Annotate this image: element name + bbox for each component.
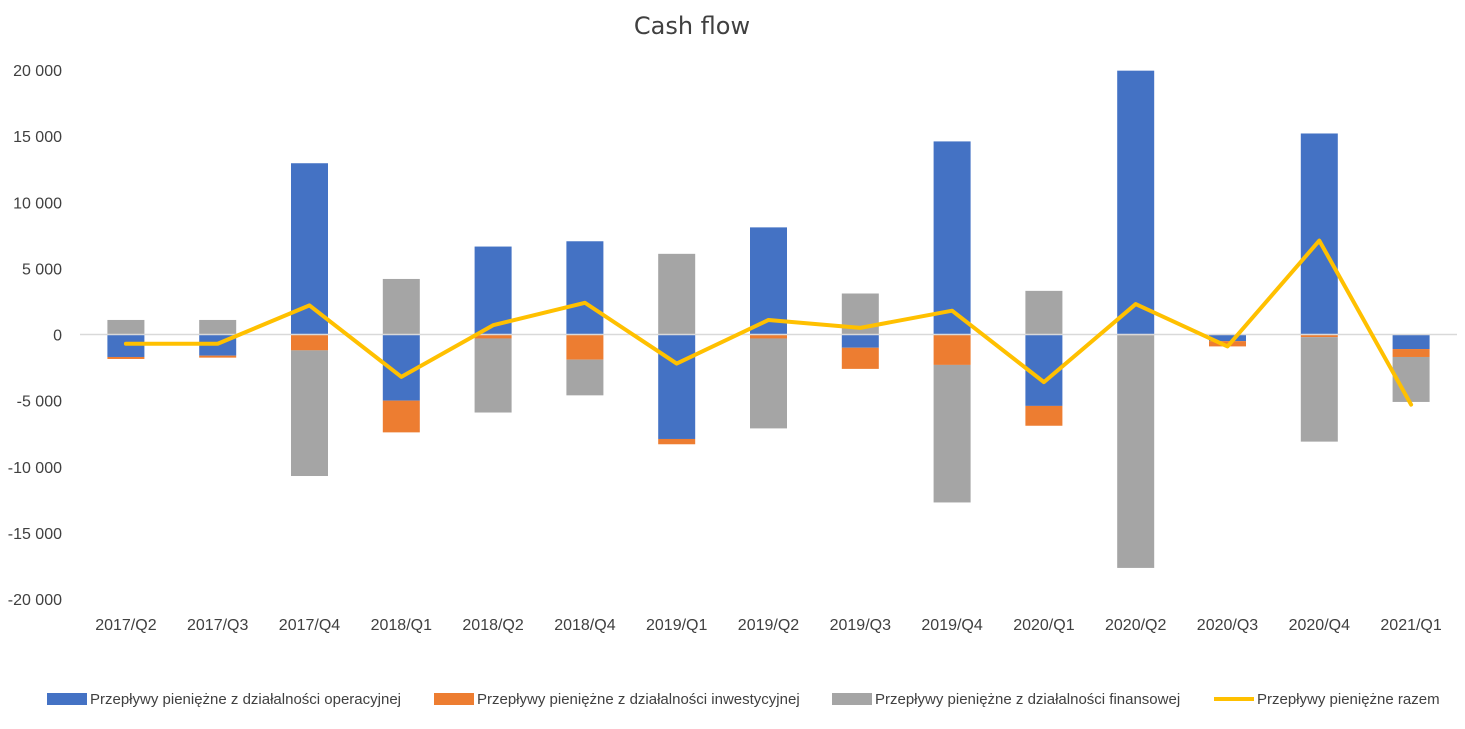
bar-series-2 [1117,335,1155,568]
y-tick-label: -20 000 [8,592,62,609]
bar-series-0 [1300,133,1338,335]
legend-label: Przepływy pieniężne z działalności finan… [875,691,1180,708]
legend-label: Przepływy pieniężne z działalności opera… [90,691,401,708]
x-tick-label: 2018/Q4 [554,617,615,634]
bar-series-2 [1025,290,1063,335]
bar-series-0 [1209,334,1246,342]
x-tick-label: 2020/Q4 [1289,617,1350,634]
bar-series-1 [1025,405,1063,426]
x-tick-label: 2017/Q3 [187,617,248,634]
y-tick-label: 20 000 [13,63,62,80]
bar-series-0 [566,241,604,335]
y-tick-label: -5 000 [17,394,62,411]
bar-series-2 [107,319,145,335]
bar-series-2 [291,350,328,477]
bar-series-0 [841,334,879,348]
bar-series-1 [474,334,512,339]
x-tick-label: 2018/Q1 [371,617,432,634]
bar-series-2 [199,319,237,335]
bar-series-1 [658,438,696,445]
x-tick-label: 2017/Q4 [279,617,340,634]
legend: Przepływy pieniężne z działalności opera… [47,691,1440,708]
bar-series-2 [382,278,420,335]
bar-series-2 [933,364,971,503]
x-tick-label: 2020/Q3 [1197,617,1258,634]
total-line [123,238,1414,407]
x-tick-label: 2018/Q2 [462,617,523,634]
bar-series-0 [1392,334,1430,350]
bar-series-2 [1300,337,1338,442]
x-tick-label: 2019/Q2 [738,617,799,634]
bar-series-1 [566,334,604,360]
line-series-3 [123,238,1414,407]
bar-series-0 [933,141,971,335]
bar-series-2 [750,338,787,429]
bar-series-1 [382,400,420,433]
legend-label: Przepływy pieniężne z działalności inwes… [477,691,800,708]
bar-series-0 [658,334,696,439]
bar-series-1 [107,356,145,359]
y-axis-labels: 20 000 15 000 10 000 5 000 0 -5 000 -10 000 -15… [8,63,62,609]
y-tick-label: 15 000 [13,129,62,146]
legend-label: Przepływy pieniężne razem [1257,691,1440,708]
x-tick-label: 2020/Q2 [1105,617,1166,634]
y-tick-label: 10 000 [13,195,62,212]
bar-series-2 [566,359,604,396]
x-tick-label: 2019/Q1 [646,617,707,634]
y-tick-label: -15 000 [8,526,62,543]
legend-swatch [832,693,872,705]
bar-series-1 [933,334,971,365]
bar-series-1 [1300,334,1338,338]
x-tick-label: 2017/Q2 [95,617,156,634]
bar-series-1 [841,347,879,369]
bar-series-2 [658,253,696,335]
x-tick-label: 2021/Q1 [1380,617,1441,634]
legend-swatch [434,693,474,705]
bar-series-0 [474,246,512,335]
bar-series-1 [291,334,328,351]
x-tick-label: 2020/Q1 [1013,617,1074,634]
bar-series-1 [1392,349,1430,357]
bar-series-1 [750,334,787,339]
bar-series-1 [199,355,237,358]
x-tick-label: 2019/Q3 [830,617,891,634]
y-tick-label: 5 000 [22,261,62,278]
y-tick-label: -10 000 [8,460,62,477]
bar-series-2 [474,338,512,413]
y-tick-label: 0 [53,328,62,345]
bar-series-0 [750,227,787,335]
x-tick-label: 2019/Q4 [921,617,982,634]
x-axis-labels: 2017/Q2 2017/Q3 2017/Q4 2018/Q1 2018/Q2 2018/… [95,617,1442,634]
bar-series-0 [1117,70,1155,335]
bars [107,70,1430,568]
legend-swatch [47,693,87,705]
chart-title: Cash flow [634,12,750,40]
